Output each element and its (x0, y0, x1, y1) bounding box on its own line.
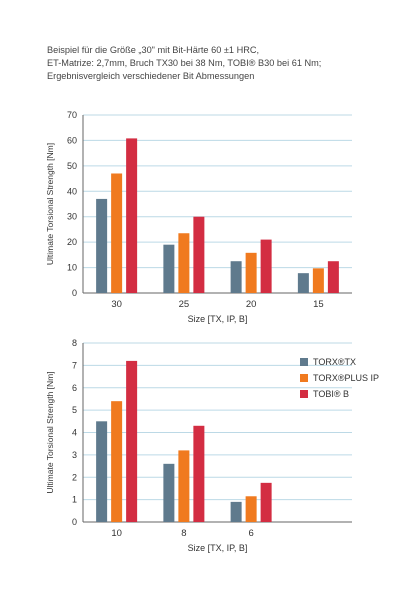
y-tick-label: 40 (67, 186, 77, 196)
y-tick-label: 70 (67, 110, 77, 120)
x-tick-label: 15 (313, 299, 324, 310)
y-tick-label: 1 (72, 495, 77, 505)
bar (297, 273, 309, 293)
bar (126, 138, 138, 293)
y-axis-title: Ultimate Torsional Strength [Nm] (45, 371, 55, 493)
bar (111, 401, 123, 522)
y-tick-label: 4 (72, 428, 77, 438)
y-tick-label: 30 (67, 212, 77, 222)
x-axis-title: Size [TX, IP, B] (188, 314, 248, 324)
bar (260, 482, 272, 522)
x-tick-label: 20 (246, 299, 257, 310)
y-axis-title: Ultimate Torsional Strength [Nm] (45, 143, 55, 265)
bar (245, 252, 257, 293)
bar (163, 463, 175, 522)
y-tick-label: 0 (72, 288, 77, 298)
x-tick-label: 6 (248, 528, 253, 539)
y-tick-label: 50 (67, 161, 77, 171)
y-tick-label: 0 (72, 517, 77, 527)
y-tick-label: 6 (72, 383, 77, 393)
bar (96, 421, 108, 522)
bar (245, 496, 257, 522)
legend-swatch (300, 358, 308, 366)
x-tick-label: 10 (111, 528, 122, 539)
chart-caption: Beispiel für die Größe „30" mit Bit-Härt… (47, 44, 387, 83)
bar (260, 239, 272, 293)
caption-line: Ergebnisvergleich verschiedener Bit Abme… (47, 71, 255, 81)
bar (126, 360, 138, 522)
bar (178, 450, 190, 522)
y-tick-label: 5 (72, 405, 77, 415)
y-tick-label: 10 (67, 263, 77, 273)
legend-label: TORX®TX (313, 357, 356, 367)
legend-label: TORX®PLUS IP (313, 373, 379, 383)
bar (312, 268, 324, 293)
y-tick-label: 60 (67, 135, 77, 145)
bar (230, 261, 242, 293)
y-tick-label: 3 (72, 450, 77, 460)
y-tick-label: 2 (72, 472, 77, 482)
legend-swatch (300, 374, 308, 382)
caption-line: Beispiel für die Größe „30" mit Bit-Härt… (47, 45, 260, 55)
legend-swatch (300, 390, 308, 398)
y-tick-label: 8 (72, 338, 77, 348)
bar (193, 425, 205, 522)
x-axis-title: Size [TX, IP, B] (188, 543, 248, 553)
x-tick-label: 25 (179, 299, 190, 310)
x-tick-label: 8 (181, 528, 186, 539)
y-tick-label: 20 (67, 237, 77, 247)
bar (163, 244, 175, 293)
bar (178, 233, 190, 293)
x-tick-label: 30 (111, 299, 122, 310)
caption-line: ET-Matrize: 2,7mm, Bruch TX30 bei 38 Nm,… (47, 58, 322, 68)
bar (230, 501, 242, 522)
bar (96, 198, 108, 293)
bar (111, 173, 123, 293)
legend-label: TOBI® B (313, 389, 349, 399)
bar (327, 261, 339, 293)
y-tick-label: 7 (72, 360, 77, 370)
bar (193, 216, 205, 293)
